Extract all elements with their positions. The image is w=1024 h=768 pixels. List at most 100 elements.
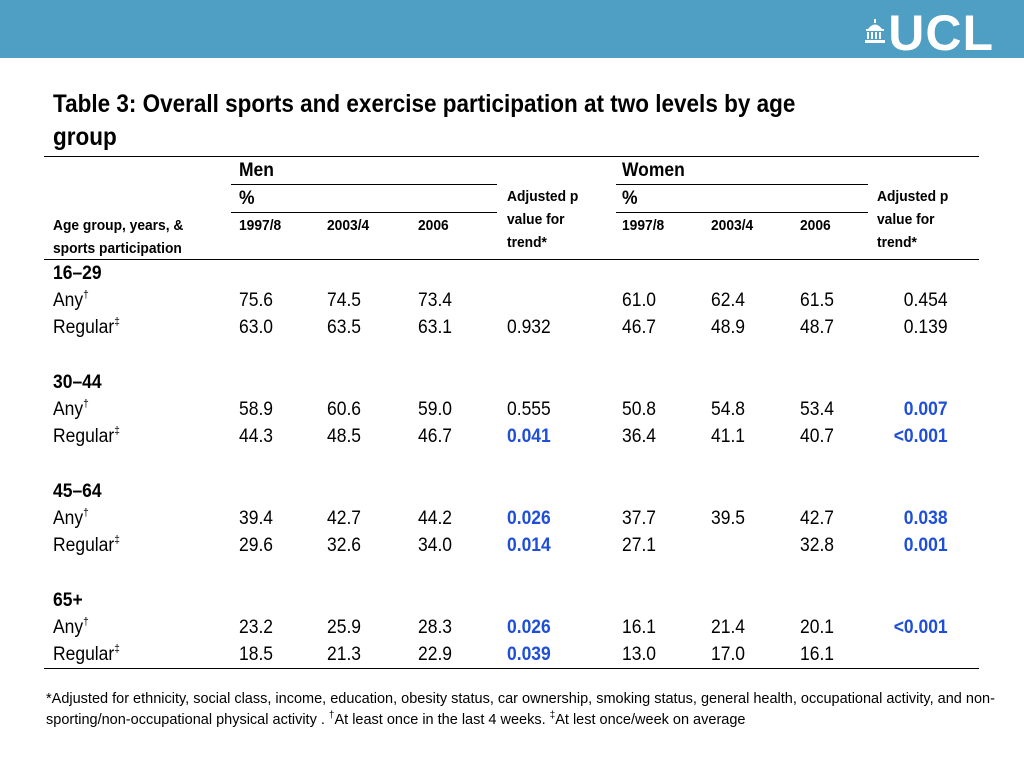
women-value-cell: 36.4 bbox=[622, 426, 657, 447]
any-row-label: Any† bbox=[53, 290, 89, 312]
men-value-cell: 42.7 bbox=[327, 508, 362, 529]
age-group-label: 30–44 bbox=[53, 372, 102, 393]
double-dagger-mark: ‡ bbox=[114, 316, 120, 328]
men-year-3-header: 2006 bbox=[418, 217, 449, 234]
men-value-cell: 74.5 bbox=[327, 290, 362, 311]
women-group-rule bbox=[616, 184, 868, 185]
regular-row-label: Regular‡ bbox=[53, 426, 120, 448]
footnote-dagger-mark: † bbox=[328, 710, 335, 721]
first-col-header-line1: Age group, years, & bbox=[53, 217, 184, 234]
men-value-cell: 25.9 bbox=[327, 617, 362, 638]
men-group-rule bbox=[231, 184, 497, 185]
women-year-2-header: 2003/4 bbox=[711, 217, 754, 234]
any-label-text: Any bbox=[53, 399, 84, 420]
women-value-cell: 53.4 bbox=[800, 399, 835, 420]
any-label-text: Any bbox=[53, 290, 84, 311]
women-adj-header-line2: value for bbox=[877, 211, 935, 228]
portico-icon bbox=[865, 19, 886, 43]
women-value-cell: 40.7 bbox=[800, 426, 835, 447]
men-value-cell: 44.3 bbox=[239, 426, 274, 447]
men-group-header: Men bbox=[239, 160, 274, 181]
women-value-cell: 17.0 bbox=[711, 644, 746, 665]
men-value-cell: 34.0 bbox=[418, 535, 453, 556]
men-adj-header-line1: Adjusted p bbox=[507, 188, 579, 205]
women-value-cell: 62.4 bbox=[711, 290, 746, 311]
men-value-cell: 46.7 bbox=[418, 426, 453, 447]
header-bottom-rule bbox=[44, 259, 979, 260]
men-value-cell: 28.3 bbox=[418, 617, 453, 638]
regular-label-text: Regular bbox=[53, 535, 115, 556]
women-value-cell: 50.8 bbox=[622, 399, 657, 420]
men-value-cell: 32.6 bbox=[327, 535, 362, 556]
any-row-label: Any† bbox=[53, 617, 89, 639]
regular-label-text: Regular bbox=[53, 644, 115, 665]
women-value-cell: 61.0 bbox=[622, 290, 657, 311]
any-label-text: Any bbox=[53, 508, 84, 529]
logo-text: UCL bbox=[888, 5, 994, 61]
women-p-value-cell: 0.139 bbox=[904, 317, 948, 338]
women-adj-header-line3: trend* bbox=[877, 234, 917, 251]
regular-label-text: Regular bbox=[53, 426, 115, 447]
age-group-label: 45–64 bbox=[53, 481, 102, 502]
regular-row-label: Regular‡ bbox=[53, 317, 120, 339]
men-p-value-cell: 0.041 bbox=[507, 426, 551, 447]
men-year-2-header: 2003/4 bbox=[327, 217, 370, 234]
women-value-cell: 21.4 bbox=[711, 617, 746, 638]
dagger-mark: † bbox=[83, 616, 89, 628]
women-value-cell: 54.8 bbox=[711, 399, 746, 420]
any-row-label: Any† bbox=[53, 508, 89, 530]
men-value-cell: 39.4 bbox=[239, 508, 274, 529]
men-percent-header: % bbox=[239, 188, 255, 209]
women-value-cell: 46.7 bbox=[622, 317, 657, 338]
men-value-cell: 60.6 bbox=[327, 399, 362, 420]
women-group-header: Women bbox=[622, 160, 685, 181]
women-value-cell: 61.5 bbox=[800, 290, 835, 311]
women-value-cell: 41.1 bbox=[711, 426, 746, 447]
men-p-value-cell: 0.026 bbox=[507, 508, 551, 529]
women-percent-header: % bbox=[622, 188, 638, 209]
men-value-cell: 23.2 bbox=[239, 617, 274, 638]
first-col-header-line2: sports participation bbox=[53, 240, 182, 257]
women-percent-rule bbox=[616, 212, 868, 213]
women-value-cell: 37.7 bbox=[622, 508, 657, 529]
women-value-cell: 48.7 bbox=[800, 317, 835, 338]
women-p-value-cell: 0.001 bbox=[904, 535, 948, 556]
men-value-cell: 48.5 bbox=[327, 426, 362, 447]
men-year-1-header: 1997/8 bbox=[239, 217, 282, 234]
men-value-cell: 63.5 bbox=[327, 317, 362, 338]
age-group-label: 65+ bbox=[53, 590, 83, 611]
men-p-value-cell: 0.039 bbox=[507, 644, 551, 665]
women-value-cell: 13.0 bbox=[622, 644, 657, 665]
men-value-cell: 18.5 bbox=[239, 644, 274, 665]
footnote-star: *Adjusted for ethnicity, social class, i… bbox=[46, 691, 995, 728]
women-year-1-header: 1997/8 bbox=[622, 217, 665, 234]
page-title: Table 3: Overall sports and exercise par… bbox=[53, 90, 796, 151]
men-value-cell: 22.9 bbox=[418, 644, 453, 665]
women-value-cell: 48.9 bbox=[711, 317, 746, 338]
women-value-cell: 16.1 bbox=[800, 644, 835, 665]
men-value-cell: 21.3 bbox=[327, 644, 362, 665]
women-p-value-cell: 0.038 bbox=[904, 508, 948, 529]
any-row-label: Any† bbox=[53, 399, 89, 421]
women-value-cell: 32.8 bbox=[800, 535, 835, 556]
double-dagger-mark: ‡ bbox=[114, 643, 120, 655]
men-value-cell: 44.2 bbox=[418, 508, 453, 529]
footnote-ddagger-mark: ‡ bbox=[549, 710, 556, 721]
men-p-value-cell: 0.932 bbox=[507, 317, 551, 338]
footnote-ddagger-text: At lest once/week on average bbox=[555, 712, 746, 728]
men-p-value-cell: 0.026 bbox=[507, 617, 551, 638]
women-year-3-header: 2006 bbox=[800, 217, 831, 234]
any-label-text: Any bbox=[53, 617, 84, 638]
men-p-value-cell: 0.014 bbox=[507, 535, 551, 556]
men-adj-header-line2: value for bbox=[507, 211, 565, 228]
table-top-rule bbox=[44, 156, 979, 157]
regular-row-label: Regular‡ bbox=[53, 535, 120, 557]
men-value-cell: 29.6 bbox=[239, 535, 274, 556]
regular-label-text: Regular bbox=[53, 317, 115, 338]
men-p-value-cell: 0.555 bbox=[507, 399, 551, 420]
men-value-cell: 59.0 bbox=[418, 399, 453, 420]
men-value-cell: 58.9 bbox=[239, 399, 274, 420]
men-value-cell: 63.0 bbox=[239, 317, 274, 338]
women-p-value-cell: 0.007 bbox=[904, 399, 948, 420]
regular-row-label: Regular‡ bbox=[53, 644, 120, 666]
